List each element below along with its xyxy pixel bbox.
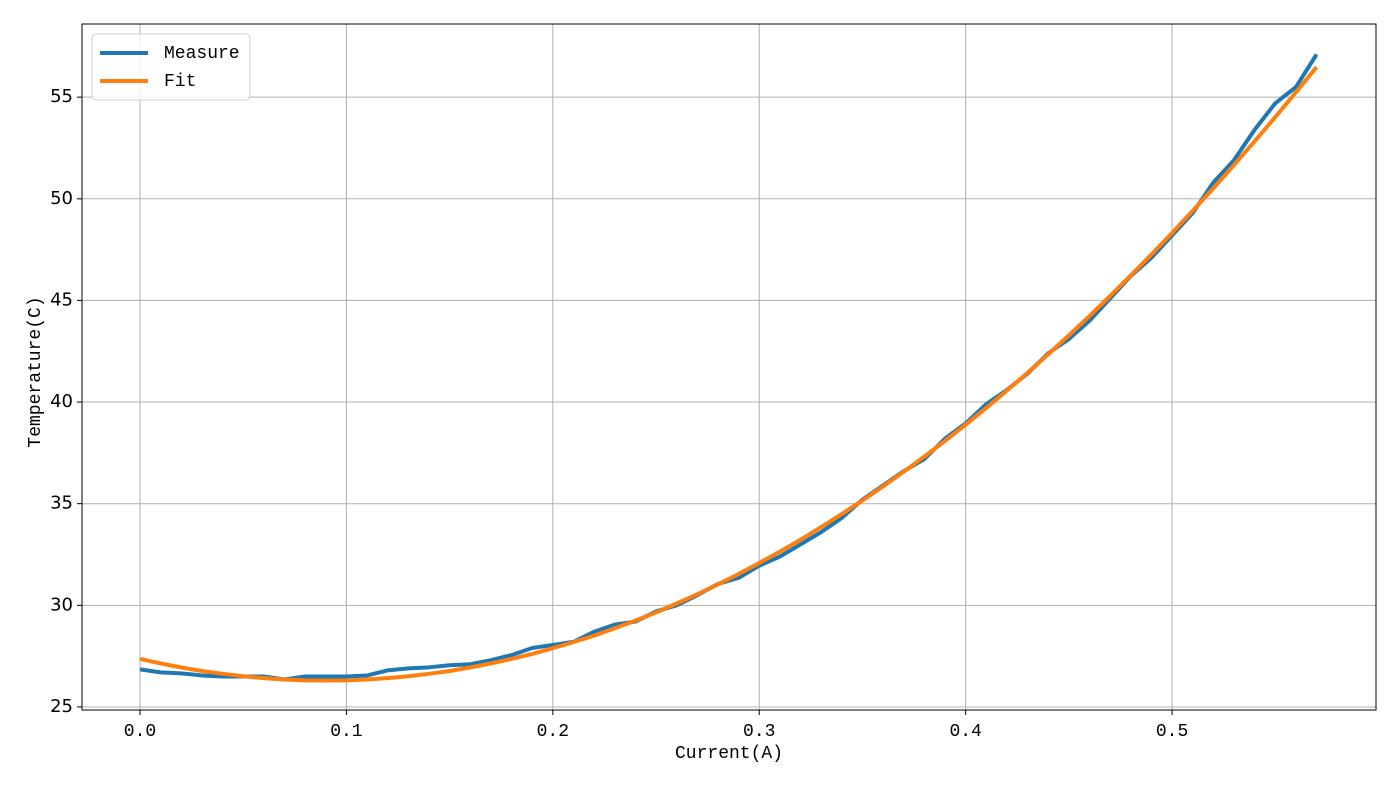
legend-label: Fit: [164, 72, 196, 92]
x-axis-label: Current(A): [675, 744, 783, 764]
y-tick-label: 40: [50, 391, 73, 412]
y-tick-label: 30: [50, 594, 73, 615]
legend-box: [91, 33, 251, 101]
plot-frame: [81, 23, 1377, 711]
x-tick-label: 0.4: [949, 722, 981, 742]
legend: Measure Fit: [91, 33, 251, 101]
x-tick-label: 0.2: [537, 722, 569, 742]
series-line: [139, 65, 1319, 683]
x-tick-label: 0.3: [743, 722, 775, 742]
y-axis-label: Temperature(C): [26, 296, 46, 447]
y-tick-label: 45: [50, 289, 73, 310]
series-line: [139, 53, 1319, 682]
y-tick-label: 35: [50, 493, 73, 514]
y-tick-label: 25: [50, 696, 73, 717]
x-tick-label: 0.0: [124, 722, 156, 742]
x-tick-label: 0.5: [1156, 722, 1188, 742]
y-tick-label: 55: [50, 86, 73, 107]
y-tick-label: 50: [50, 188, 73, 209]
legend-label: Measure: [164, 44, 240, 64]
x-tick-label: 0.1: [330, 722, 362, 742]
